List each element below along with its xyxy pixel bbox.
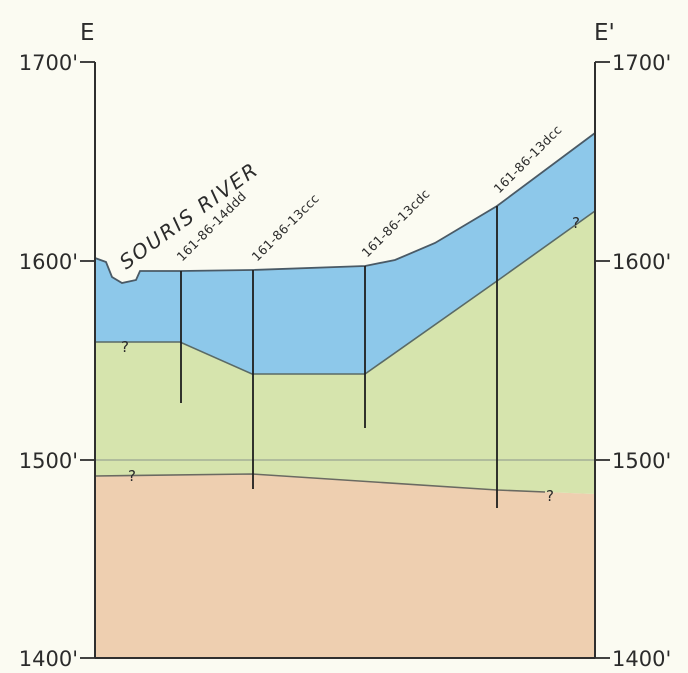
well-label-161-86-13ccc: 161-86-13ccc (249, 191, 322, 264)
middle-unit-fill (95, 211, 595, 494)
query-mark-upper-left: ? (121, 338, 129, 356)
upper-unit-fill (95, 133, 595, 374)
section-end-label: E' (594, 20, 615, 46)
elevation-label-1400-right: 1400' (612, 647, 671, 669)
query-mark-lower-right: ? (546, 487, 554, 505)
lower-unit-fill (95, 474, 595, 658)
lower-contact-line (94, 473, 546, 493)
elevation-label-1700-right: 1700' (612, 51, 671, 75)
elevation-label-1400-left: 1400' (19, 647, 78, 669)
elevation-label-1500-right: 1500' (612, 449, 671, 473)
elevation-label-1700-left: 1700' (19, 51, 78, 75)
elevation-label-1500-left: 1500' (19, 449, 78, 473)
upper-contact-line (95, 210, 596, 375)
elevation-label-1600-left: 1600' (19, 250, 78, 274)
query-mark-upper-right: ? (572, 214, 580, 232)
section-start-label: E (80, 20, 95, 46)
query-mark-lower-left: ? (128, 467, 136, 485)
elevation-label-1600-right: 1600' (612, 250, 671, 274)
